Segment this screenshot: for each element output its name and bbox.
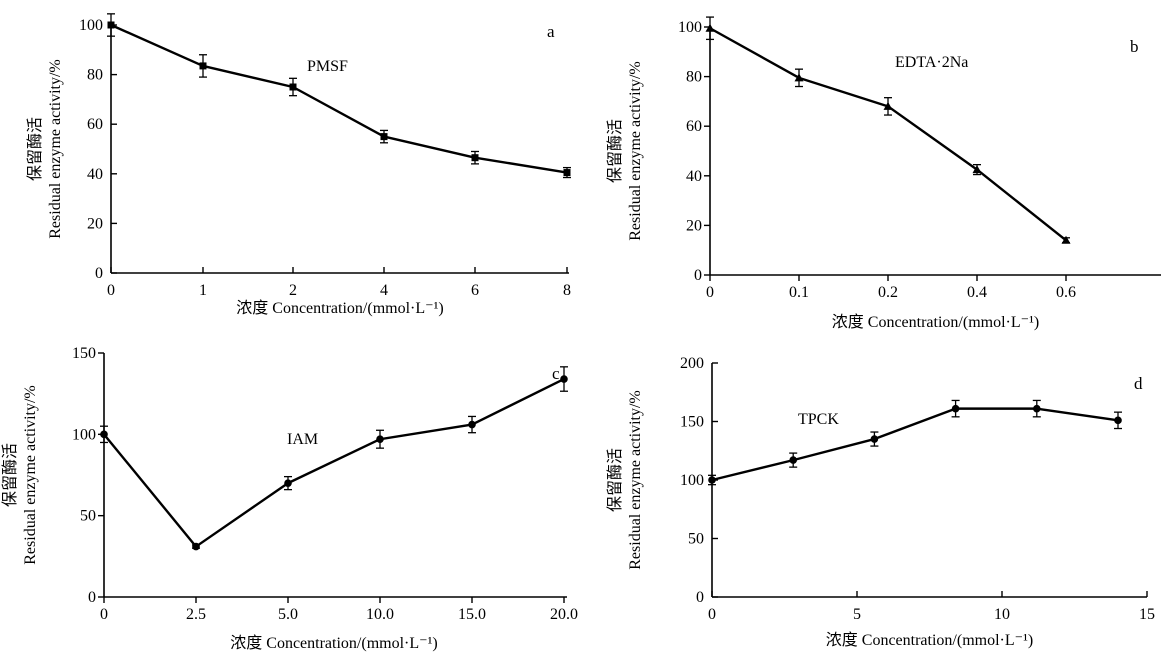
y-tick-label: 0 xyxy=(95,265,103,282)
y-tick-label: 20 xyxy=(87,215,103,232)
y-axis-title-zh: 保留酶活 xyxy=(1,443,19,507)
x-tick-label: 20.0 xyxy=(550,606,578,623)
data-point xyxy=(560,375,568,383)
y-tick-label: 150 xyxy=(72,345,96,362)
y-tick-label: 100 xyxy=(680,472,704,489)
inhibitor-annotation: EDTA·2Na xyxy=(895,54,968,71)
data-point xyxy=(972,165,982,174)
inhibitor-annotation: IAM xyxy=(287,431,318,448)
data-point xyxy=(284,479,292,487)
x-axis-title: 浓度 Concentration/(mmol·L⁻¹) xyxy=(230,634,437,652)
y-axis-title-zh: 保留酶活 xyxy=(606,448,624,512)
chart-panel-b: 0 20 40 60 80 100 0 0.1 0.2 0.4 0.6 EDTA·2Na b 浓度 Con… xyxy=(606,16,1161,331)
panel-label: a xyxy=(547,22,555,41)
data-point xyxy=(100,430,108,439)
x-tick-label: 0 xyxy=(100,606,108,623)
inhibitor-annotation: TPCK xyxy=(798,411,839,428)
x-tick-label: 0.2 xyxy=(878,284,898,301)
x-tick-label: 15.0 xyxy=(458,606,486,623)
y-tick-label: 60 xyxy=(87,116,103,133)
panel-label: b xyxy=(1130,37,1139,56)
data-point xyxy=(563,169,571,177)
x-tick-label: 0.4 xyxy=(967,284,987,301)
data-point xyxy=(705,23,715,32)
data-point xyxy=(107,21,115,29)
series-line xyxy=(110,23,568,174)
y-tick-label: 100 xyxy=(72,426,96,443)
y-tick-label: 0 xyxy=(694,267,702,284)
x-tick-label: 4 xyxy=(380,282,388,299)
y-tick-label: 50 xyxy=(688,531,704,548)
data-point xyxy=(883,101,893,110)
x-tick-label: 5.0 xyxy=(278,606,298,623)
chart-panel-a: 0 20 40 60 80 100 0 1 2 4 6 8 PMSF a 浓度 Concentration/… xyxy=(26,13,571,317)
x-axis-title: 浓度 Concentration/(mmol·L⁻¹) xyxy=(832,313,1039,331)
data-point xyxy=(192,542,200,551)
y-tick-label: 100 xyxy=(678,19,702,36)
y-tick-label: 20 xyxy=(686,217,702,234)
y-tick-label: 60 xyxy=(686,118,702,135)
x-tick-label: 2 xyxy=(289,282,297,299)
x-tick-label: 15 xyxy=(1139,606,1155,623)
y-tick-label: 80 xyxy=(87,67,103,84)
y-tick-label: 40 xyxy=(87,166,103,183)
chart-panel-d: 0 50 100 150 200 0 5 10 15 TPCK d 浓度 Concentration/… xyxy=(606,355,1155,649)
x-tick-label: 1 xyxy=(199,282,207,299)
x-tick-label: 0.6 xyxy=(1056,284,1076,301)
series-line xyxy=(711,407,1119,482)
y-tick-label: 50 xyxy=(80,508,96,525)
x-tick-label: 0 xyxy=(107,282,115,299)
x-tick-label: 0 xyxy=(708,606,716,623)
data-point xyxy=(199,62,207,70)
data-point xyxy=(1114,416,1122,425)
y-tick-label: 100 xyxy=(79,17,103,34)
x-tick-label: 8 xyxy=(563,282,571,299)
y-tick-label: 200 xyxy=(680,355,704,372)
data-point xyxy=(376,435,384,444)
inhibitor-annotation: PMSF xyxy=(307,58,348,75)
data-point xyxy=(471,154,479,162)
chart-panel-c: 0 50 100 150 0 2.5 5.0 10.0 15.0 20.0 IAM c 浓度 Conce… xyxy=(1,345,578,652)
series-line xyxy=(103,377,565,548)
x-tick-label: 2.5 xyxy=(186,606,206,623)
x-tick-label: 0.1 xyxy=(789,284,809,301)
data-point xyxy=(951,404,960,413)
data-point xyxy=(468,420,476,429)
data-point xyxy=(380,133,388,141)
x-tick-label: 10 xyxy=(994,606,1010,623)
x-tick-label: 0 xyxy=(706,284,714,301)
x-tick-label: 5 xyxy=(853,606,861,623)
data-point xyxy=(1061,235,1071,244)
x-tick-label: 10.0 xyxy=(366,606,394,623)
y-axis-title-en: Residual enzyme activity/% xyxy=(627,61,644,241)
y-axis-title-en: Residual enzyme activity/% xyxy=(47,59,64,239)
series-line xyxy=(709,27,1067,242)
panel-label: d xyxy=(1134,374,1143,393)
y-tick-label: 0 xyxy=(88,589,96,606)
x-axis-title: 浓度 Concentration/(mmol·L⁻¹) xyxy=(236,299,443,317)
x-tick-label: 6 xyxy=(471,282,479,299)
data-point xyxy=(708,476,716,484)
panel-label: c xyxy=(552,364,560,383)
y-tick-label: 0 xyxy=(696,589,704,606)
data-point xyxy=(1033,404,1041,413)
data-point xyxy=(794,73,804,82)
y-tick-label: 40 xyxy=(686,168,702,185)
y-axis-title-en: Residual enzyme activity/% xyxy=(22,385,39,565)
y-axis-title-zh: 保留酶活 xyxy=(606,119,624,183)
data-point xyxy=(289,83,297,91)
y-axis-title-zh: 保留酶活 xyxy=(26,117,44,181)
data-point xyxy=(870,435,879,443)
x-axis-title: 浓度 Concentration/(mmol·L⁻¹) xyxy=(826,631,1033,649)
y-axis-title-en: Residual enzyme activity/% xyxy=(627,390,644,570)
y-tick-label: 80 xyxy=(686,69,702,86)
data-point xyxy=(789,456,797,464)
y-tick-label: 150 xyxy=(680,414,704,431)
